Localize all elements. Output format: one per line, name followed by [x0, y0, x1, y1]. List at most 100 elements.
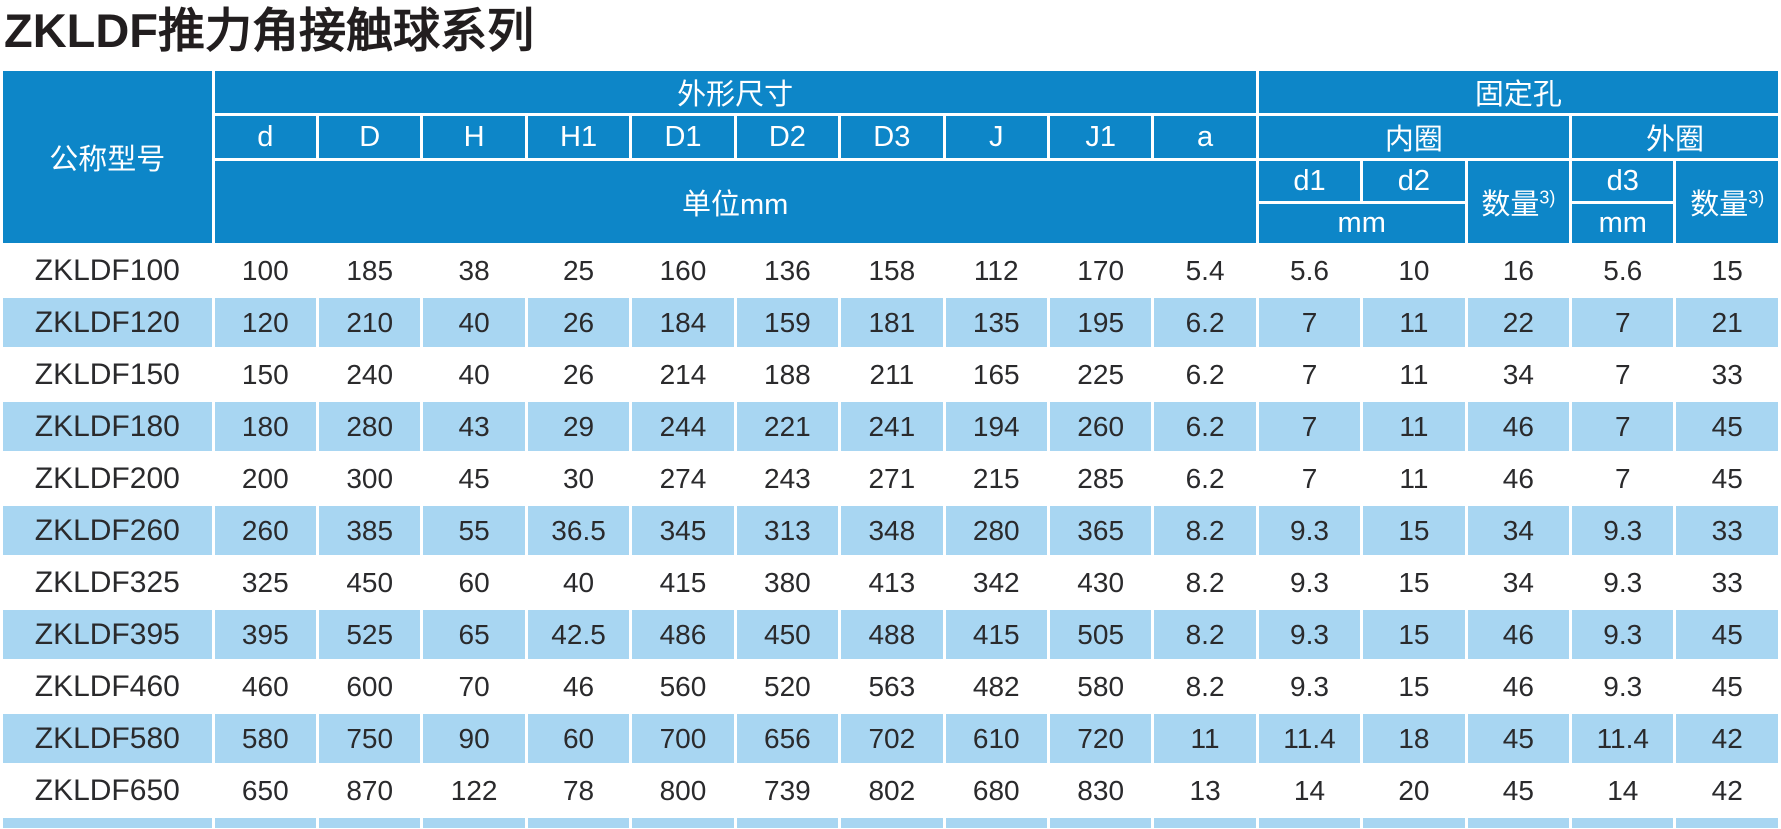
value-cell: 18 — [1360, 711, 1468, 766]
value-cell — [1151, 815, 1259, 829]
table-row: ZKLDF200 200 300 45 30 274 243 271 215 285 6.2 7 11 4… — [0, 451, 1781, 506]
value-cell: 680 — [942, 763, 1050, 818]
table-body: ZKLDF100 100 185 38 25 160 136 158 112 170 5.4 5.6 1… — [0, 243, 1781, 829]
value-cell: 9.3 — [1569, 503, 1677, 558]
value-cell: 7 — [1569, 399, 1677, 454]
value-cell: 750 — [315, 711, 424, 766]
value-cell: 55 — [420, 503, 528, 558]
unit-mm-outer: mm — [1569, 201, 1677, 246]
value-cell: 11 — [1360, 295, 1468, 350]
value-cell: 9.3 — [1255, 555, 1364, 610]
value-cell: 6.2 — [1151, 399, 1259, 454]
value-cell: 9.3 — [1569, 555, 1677, 610]
value-cell: 460 — [211, 659, 320, 714]
value-cell: 830 — [1046, 763, 1155, 818]
value-cell: 6.2 — [1151, 295, 1259, 350]
value-cell: 7 — [1255, 347, 1364, 402]
value-cell: 15 — [1360, 659, 1468, 714]
value-cell: 15 — [1673, 243, 1781, 298]
col-header-d1: d1 — [1255, 158, 1364, 204]
value-cell: 33 — [1673, 555, 1781, 610]
value-cell: 136 — [733, 243, 842, 298]
value-cell: 184 — [629, 295, 737, 350]
value-cell: 413 — [838, 555, 946, 610]
value-cell: 46 — [1464, 451, 1573, 506]
value-cell: 160 — [629, 243, 737, 298]
value-cell: 486 — [629, 607, 737, 662]
table-row: ZKLDF325 325 450 60 40 415 380 413 342 430 8.2 9.3 1… — [0, 555, 1781, 610]
value-cell: 20 — [1360, 763, 1468, 818]
value-cell: 11 — [1360, 347, 1468, 402]
value-cell: 560 — [629, 659, 737, 714]
col-header-d: d — [211, 113, 320, 161]
value-cell: 11 — [1360, 399, 1468, 454]
value-cell: 430 — [1046, 555, 1155, 610]
value-cell: 45 — [420, 451, 528, 506]
value-cell: 720 — [1046, 711, 1155, 766]
value-cell: 8.2 — [1151, 503, 1259, 558]
value-cell — [1569, 815, 1677, 829]
table-row-partial — [0, 815, 1781, 829]
value-cell: 700 — [629, 711, 737, 766]
value-cell: 26 — [524, 295, 633, 350]
group-header-outer-ring: 外圈 — [1569, 113, 1781, 161]
value-cell: 34 — [1464, 503, 1573, 558]
value-cell: 244 — [629, 399, 737, 454]
model-cell: ZKLDF460 — [0, 659, 215, 714]
bearing-spec-table: 公称型号 外形尺寸 固定孔 d D H H1 D1 D2 D3 J J1 a 内… — [0, 68, 1781, 829]
value-cell: 215 — [942, 451, 1050, 506]
value-cell — [1255, 815, 1364, 829]
value-cell: 211 — [838, 347, 946, 402]
value-cell: 34 — [1464, 555, 1573, 610]
value-cell: 348 — [838, 503, 946, 558]
value-cell: 46 — [524, 659, 633, 714]
value-cell: 195 — [1046, 295, 1155, 350]
value-cell: 580 — [211, 711, 320, 766]
table-row: ZKLDF150 150 240 40 26 214 188 211 165 225 6.2 7 11 3… — [0, 347, 1781, 402]
table-row: ZKLDF650 650 870 122 78 800 739 802 680 830 13 14 20… — [0, 763, 1781, 818]
col-header-a: a — [1151, 113, 1259, 161]
value-cell — [211, 815, 320, 829]
model-cell: ZKLDF200 — [0, 451, 215, 506]
value-cell: 415 — [629, 555, 737, 610]
col-header-d2: d2 — [1360, 158, 1468, 204]
value-cell: 13 — [1151, 763, 1259, 818]
value-cell: 8.2 — [1151, 555, 1259, 610]
value-cell: 194 — [942, 399, 1050, 454]
value-cell: 42 — [1673, 763, 1781, 818]
value-cell — [524, 815, 633, 829]
value-cell: 9.3 — [1255, 607, 1364, 662]
value-cell: 415 — [942, 607, 1050, 662]
model-cell: ZKLDF100 — [0, 243, 215, 298]
value-cell: 150 — [211, 347, 320, 402]
value-cell: 135 — [942, 295, 1050, 350]
value-cell: 100 — [211, 243, 320, 298]
value-cell: 14 — [1569, 763, 1677, 818]
model-cell: ZKLDF150 — [0, 347, 215, 402]
unit-mm-inner: mm — [1255, 201, 1468, 246]
group-header-dimensions: 外形尺寸 — [211, 68, 1259, 116]
col-header-inner-qty: 数量3) — [1464, 158, 1573, 246]
value-cell: 45 — [1673, 451, 1781, 506]
value-cell: 65 — [420, 607, 528, 662]
table-row: ZKLDF395 395 525 65 42.5 486 450 488 415 505 8.2 9.… — [0, 607, 1781, 662]
value-cell: 656 — [733, 711, 842, 766]
value-cell: 5.6 — [1255, 243, 1364, 298]
value-cell: 7 — [1569, 347, 1677, 402]
value-cell: 165 — [942, 347, 1050, 402]
table-row: ZKLDF580 580 750 90 60 700 656 702 610 720 11 11.4 1… — [0, 711, 1781, 766]
model-cell: ZKLDF325 — [0, 555, 215, 610]
model-cell: ZKLDF580 — [0, 711, 215, 766]
col-header-D3: D3 — [838, 113, 946, 161]
qty-footnote-marker: 3) — [1539, 187, 1556, 208]
value-cell: 870 — [315, 763, 424, 818]
col-header-H: H — [420, 113, 528, 161]
value-cell: 181 — [838, 295, 946, 350]
value-cell: 9.3 — [1569, 607, 1677, 662]
value-cell: 22 — [1464, 295, 1573, 350]
col-header-d3: d3 — [1569, 158, 1677, 204]
value-cell — [629, 815, 737, 829]
value-cell: 30 — [524, 451, 633, 506]
value-cell: 600 — [315, 659, 424, 714]
value-cell: 185 — [315, 243, 424, 298]
